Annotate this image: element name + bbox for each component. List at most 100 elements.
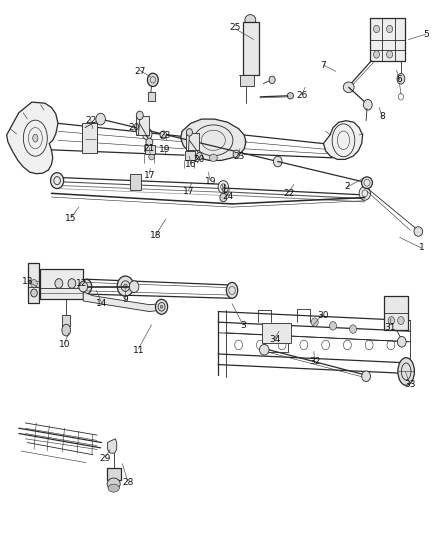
Text: 2: 2: [345, 182, 350, 191]
Ellipse shape: [136, 111, 143, 119]
Bar: [385, 296, 408, 330]
Text: 21: 21: [144, 144, 155, 154]
Ellipse shape: [414, 227, 423, 236]
Ellipse shape: [129, 281, 139, 293]
Ellipse shape: [387, 25, 392, 33]
Bar: [40, 269, 83, 300]
Ellipse shape: [160, 305, 163, 309]
Text: 17: 17: [144, 171, 155, 180]
Text: 9: 9: [123, 295, 128, 304]
Text: 26: 26: [296, 91, 307, 100]
Ellipse shape: [350, 325, 357, 333]
Text: 30: 30: [317, 311, 328, 320]
Bar: [243, 21, 259, 75]
Ellipse shape: [218, 181, 229, 193]
Text: 1: 1: [418, 244, 424, 253]
Bar: [240, 75, 254, 86]
Bar: [107, 468, 120, 480]
Ellipse shape: [68, 279, 76, 288]
Ellipse shape: [31, 279, 37, 287]
Ellipse shape: [311, 318, 318, 326]
Text: 11: 11: [133, 346, 144, 355]
Ellipse shape: [107, 478, 120, 490]
Polygon shape: [7, 102, 58, 174]
Ellipse shape: [397, 336, 406, 347]
Text: 16: 16: [185, 160, 197, 169]
Ellipse shape: [329, 321, 336, 330]
Text: 29: 29: [99, 454, 111, 463]
Polygon shape: [108, 439, 117, 453]
Bar: [185, 151, 194, 160]
Ellipse shape: [397, 74, 405, 84]
Ellipse shape: [160, 131, 166, 139]
Ellipse shape: [364, 100, 372, 110]
Bar: [136, 116, 149, 135]
Ellipse shape: [362, 371, 371, 382]
Ellipse shape: [145, 131, 149, 136]
Ellipse shape: [50, 173, 64, 189]
Text: 32: 32: [309, 358, 321, 367]
Ellipse shape: [33, 134, 38, 142]
Ellipse shape: [149, 154, 154, 160]
Bar: [144, 144, 150, 151]
Bar: [62, 316, 70, 326]
Text: 33: 33: [404, 379, 415, 389]
Text: 7: 7: [321, 61, 326, 69]
Text: 6: 6: [397, 75, 403, 84]
Ellipse shape: [245, 14, 256, 25]
Text: 20: 20: [128, 123, 140, 132]
Text: 8: 8: [379, 112, 385, 122]
Ellipse shape: [361, 177, 372, 189]
Text: 15: 15: [65, 214, 77, 223]
Ellipse shape: [209, 154, 217, 161]
Text: 27: 27: [134, 67, 145, 76]
Ellipse shape: [81, 279, 92, 294]
Ellipse shape: [55, 279, 63, 288]
Text: 23: 23: [233, 152, 244, 161]
Ellipse shape: [269, 76, 275, 84]
Bar: [261, 323, 291, 343]
Text: 3: 3: [240, 321, 246, 330]
Ellipse shape: [220, 193, 227, 202]
Bar: [130, 174, 141, 190]
Text: 14: 14: [96, 299, 107, 308]
Text: 18: 18: [150, 231, 162, 240]
Text: 5: 5: [423, 30, 429, 39]
Ellipse shape: [388, 317, 395, 325]
Text: 10: 10: [59, 341, 70, 350]
Ellipse shape: [186, 128, 192, 136]
Ellipse shape: [79, 281, 88, 292]
Ellipse shape: [31, 289, 37, 297]
Ellipse shape: [259, 344, 269, 355]
Ellipse shape: [398, 358, 414, 385]
Text: 23: 23: [159, 131, 170, 140]
Ellipse shape: [387, 51, 392, 58]
Ellipse shape: [374, 25, 380, 33]
Ellipse shape: [233, 150, 240, 158]
Text: 19: 19: [205, 177, 216, 186]
Text: 22: 22: [85, 116, 96, 125]
Ellipse shape: [142, 128, 152, 140]
Ellipse shape: [117, 276, 134, 296]
Text: 28: 28: [122, 478, 133, 487]
Text: 22: 22: [283, 189, 294, 198]
Ellipse shape: [287, 93, 293, 99]
Text: 25: 25: [230, 23, 241, 33]
Ellipse shape: [96, 114, 106, 125]
Ellipse shape: [108, 484, 119, 492]
Bar: [145, 144, 155, 154]
Ellipse shape: [374, 51, 380, 58]
Ellipse shape: [359, 187, 371, 200]
Ellipse shape: [398, 317, 404, 325]
Ellipse shape: [226, 282, 238, 298]
Bar: [82, 123, 97, 152]
Ellipse shape: [148, 73, 158, 86]
Ellipse shape: [155, 300, 168, 314]
Polygon shape: [83, 292, 162, 312]
Bar: [148, 92, 155, 101]
Ellipse shape: [196, 152, 202, 160]
Text: 12: 12: [76, 279, 88, 288]
Polygon shape: [323, 120, 363, 159]
Bar: [28, 263, 39, 303]
Ellipse shape: [124, 284, 127, 288]
